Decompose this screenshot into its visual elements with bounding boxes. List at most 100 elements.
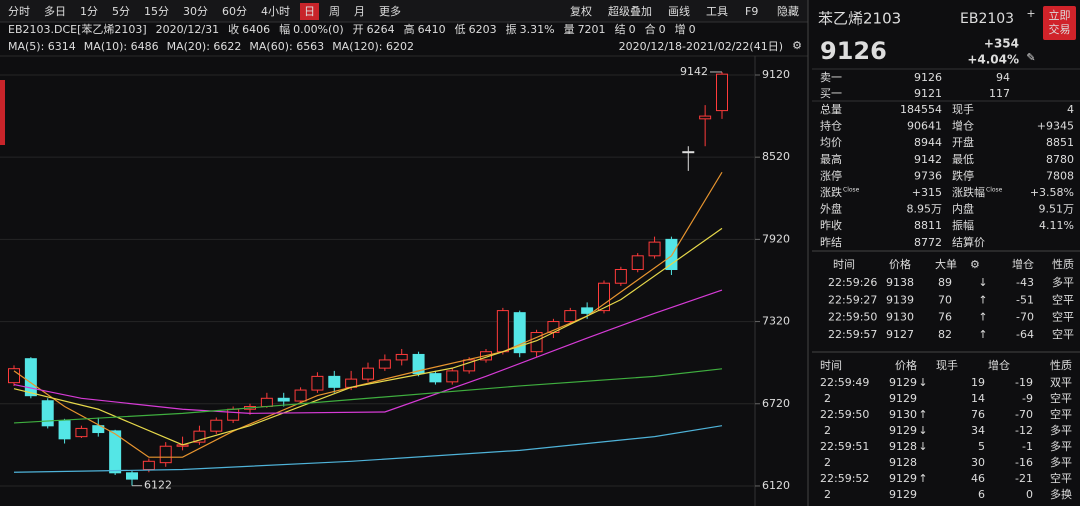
tick-price: 9130 xyxy=(886,311,914,324)
period-tab[interactable]: 30分 xyxy=(183,5,208,18)
stat-label-sup: Close xyxy=(986,187,1003,194)
trade-button-label[interactable]: 交易 xyxy=(1049,22,1071,36)
active-tab-bg[interactable] xyxy=(300,3,319,20)
tick-size: 30 xyxy=(971,456,985,469)
y-tick-label: 9120 xyxy=(762,68,790,81)
candle-body xyxy=(631,255,644,271)
tool-button[interactable]: F9 xyxy=(745,5,758,18)
stat-label: 均价 xyxy=(820,136,842,149)
candle-body xyxy=(328,375,341,388)
info-label: 增 xyxy=(675,22,686,36)
settings-icon[interactable]: ⚙ xyxy=(792,39,802,52)
candle-body xyxy=(109,430,122,474)
table-header: 价格 xyxy=(895,358,917,372)
tick-size: 6 xyxy=(978,488,985,501)
trade-button[interactable] xyxy=(1043,6,1076,40)
candle-body xyxy=(429,373,442,383)
candle-body xyxy=(294,389,307,402)
candle-body xyxy=(598,282,610,312)
tick-arrow: ↓ xyxy=(918,376,927,389)
stat-value: 9142 xyxy=(914,153,942,166)
period-tab[interactable]: 4小时 xyxy=(261,5,290,18)
info-value: 0 xyxy=(689,23,696,36)
table-header: 时间 xyxy=(820,359,842,372)
tool-button[interactable]: 超级叠加 xyxy=(608,4,652,18)
tick-size: 76 xyxy=(971,408,985,421)
tick-kind: 空平 xyxy=(1052,292,1074,306)
tick-price: 9127 xyxy=(886,328,914,341)
toolbar-bg xyxy=(0,0,808,22)
stat-label: 涨停 xyxy=(820,168,842,182)
period-tab[interactable]: 多日 xyxy=(44,4,66,18)
table-header: 性质 xyxy=(1050,358,1072,372)
candle-body xyxy=(513,312,526,354)
tick-price: 9130 xyxy=(889,408,917,421)
tick-time: 22:59:52 xyxy=(820,472,869,485)
info-label: 量 xyxy=(564,23,575,36)
table-header: 时间 xyxy=(833,258,855,271)
tool-button[interactable]: 复权 xyxy=(570,4,592,18)
candle-body xyxy=(227,408,240,421)
trade-button-label[interactable]: 立即 xyxy=(1049,8,1071,22)
candle-body xyxy=(193,430,206,443)
tick-price: 9129 xyxy=(889,488,917,501)
sort-icon: ⚙ xyxy=(970,258,980,271)
tool-button[interactable]: 画线 xyxy=(668,4,690,18)
period-tab[interactable]: 更多 xyxy=(379,4,401,18)
stat-value: +3.58% xyxy=(1030,186,1074,199)
stat-value: 8851 xyxy=(1046,136,1074,149)
tick-arrow: ↓ xyxy=(978,276,987,289)
tick-time: 22:59:26 xyxy=(828,276,877,289)
period-tab[interactable]: 日 xyxy=(304,5,315,18)
stat-value: 7808 xyxy=(1046,169,1074,182)
tick-change: -1 xyxy=(1022,440,1033,453)
candle-body xyxy=(126,472,138,480)
stat-value: 8944 xyxy=(914,136,942,149)
tick-kind: 多平 xyxy=(1052,275,1074,289)
period-tab[interactable]: 周 xyxy=(329,5,340,18)
tick-change: -70 xyxy=(1015,408,1033,421)
tick-time: 22:59:50 xyxy=(820,408,869,421)
stat-value: 8.95万 xyxy=(907,203,943,216)
table-header: 增仓 xyxy=(1012,257,1034,271)
info-value: 0 xyxy=(659,23,666,36)
info-label: 开 xyxy=(353,23,364,36)
depth-price: 9121 xyxy=(914,87,942,100)
tick-change: -21 xyxy=(1015,472,1033,485)
stat-value: 9736 xyxy=(914,169,942,182)
tick-change: -16 xyxy=(1015,456,1033,469)
table-header: 现手 xyxy=(936,358,958,372)
tool-button[interactable]: 工具 xyxy=(706,5,728,18)
side-tab[interactable] xyxy=(0,80,5,145)
change-pct: +4.04% xyxy=(967,53,1019,67)
stat-label: 结算价 xyxy=(952,235,985,249)
period-tab[interactable]: 5分 xyxy=(112,5,130,18)
tick-size: 89 xyxy=(938,276,952,289)
period-tab[interactable]: 月 xyxy=(354,5,365,18)
add-icon[interactable]: + xyxy=(1026,7,1035,20)
depth-volume: 117 xyxy=(989,87,1010,100)
tick-change: -12 xyxy=(1015,424,1033,437)
info-value: 0 xyxy=(629,23,636,36)
tick-change: -9 xyxy=(1022,392,1033,405)
period-tab[interactable]: 1分 xyxy=(80,5,98,18)
date-range: 2020/12/18-2021/02/22(41日) xyxy=(619,40,783,53)
tick-size: 5 xyxy=(978,440,985,453)
tick-arrow: ↑ xyxy=(978,328,987,341)
candle-body xyxy=(277,397,290,402)
period-tab[interactable]: 60分 xyxy=(222,5,247,18)
ma-line xyxy=(13,425,723,473)
candle-body xyxy=(412,353,425,375)
period-tab[interactable]: 分时 xyxy=(8,5,30,18)
period-tab[interactable]: 15分 xyxy=(144,5,169,18)
stat-label: 最高 xyxy=(820,152,842,166)
candle-body xyxy=(75,427,88,438)
tick-kind: 多平 xyxy=(1050,455,1072,469)
tick-change: -64 xyxy=(1016,328,1034,341)
tick-time: 22:59:50 xyxy=(828,311,877,324)
tick-price: 9128 xyxy=(889,440,917,453)
tool-button[interactable]: 隐藏 xyxy=(777,5,799,18)
candle-body xyxy=(395,353,408,361)
edit-icon[interactable]: ✎ xyxy=(1026,51,1035,64)
